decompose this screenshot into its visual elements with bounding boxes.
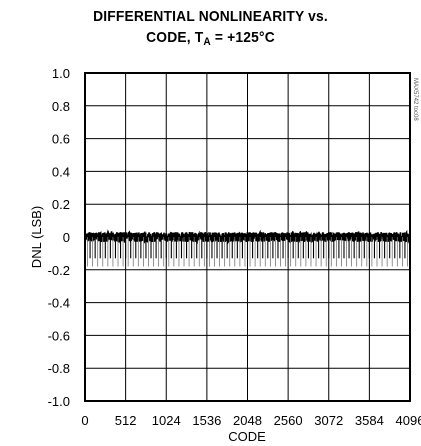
x-tick-label: 4096: [396, 413, 421, 428]
x-axis-label: CODE: [228, 429, 266, 444]
title-line2-rest: = +125°C: [210, 29, 275, 46]
y-tick-label: -0.2: [48, 263, 70, 278]
x-tick-label: 3584: [355, 413, 384, 428]
x-tick-label: 2560: [274, 413, 303, 428]
chart-title-line1: DIFFERENTIAL NONLINEARITY vs.: [93, 8, 328, 25]
y-axis-label: DNL (LSB): [29, 206, 44, 268]
x-tick-label: 2048: [233, 413, 262, 428]
y-tick-label: 0: [63, 230, 70, 245]
title-line2-sub: A: [203, 36, 211, 48]
x-tick-labels: 0 512 1024 1536 2048 2560 3072 3584 4096: [81, 413, 421, 428]
chart-title-line2: CODE, TA = +125°C: [17, 29, 404, 48]
y-tick-label: 0.2: [52, 197, 70, 212]
y-tick-label: 1.0: [52, 66, 70, 81]
figure-id-label: MAX5742 toc08: [412, 78, 418, 121]
y-tick-label: 0.8: [52, 99, 70, 114]
x-tick-label: 1024: [152, 413, 181, 428]
y-tick-labels: 1.0 0.8 0.6 0.4 0.2 0 -0.2 -0.4 -0.6 -0.8 -1.0: [48, 66, 70, 409]
y-tick-label: -0.8: [48, 361, 70, 376]
title-line2-main: CODE, T: [146, 29, 204, 46]
x-tick-label: 3072: [314, 413, 343, 428]
x-tick-label: 0: [81, 413, 88, 428]
y-tick-label: 0.4: [52, 164, 70, 179]
x-tick-label: 512: [115, 413, 137, 428]
y-tick-label: -0.4: [48, 296, 70, 311]
y-tick-label: -0.6: [48, 328, 70, 343]
y-tick-label: -1.0: [48, 394, 70, 409]
plot-frame: [84, 72, 411, 402]
y-tick-label: 0.6: [52, 132, 70, 147]
x-tick-label: 1536: [192, 413, 221, 428]
series-group: [84, 229, 411, 267]
